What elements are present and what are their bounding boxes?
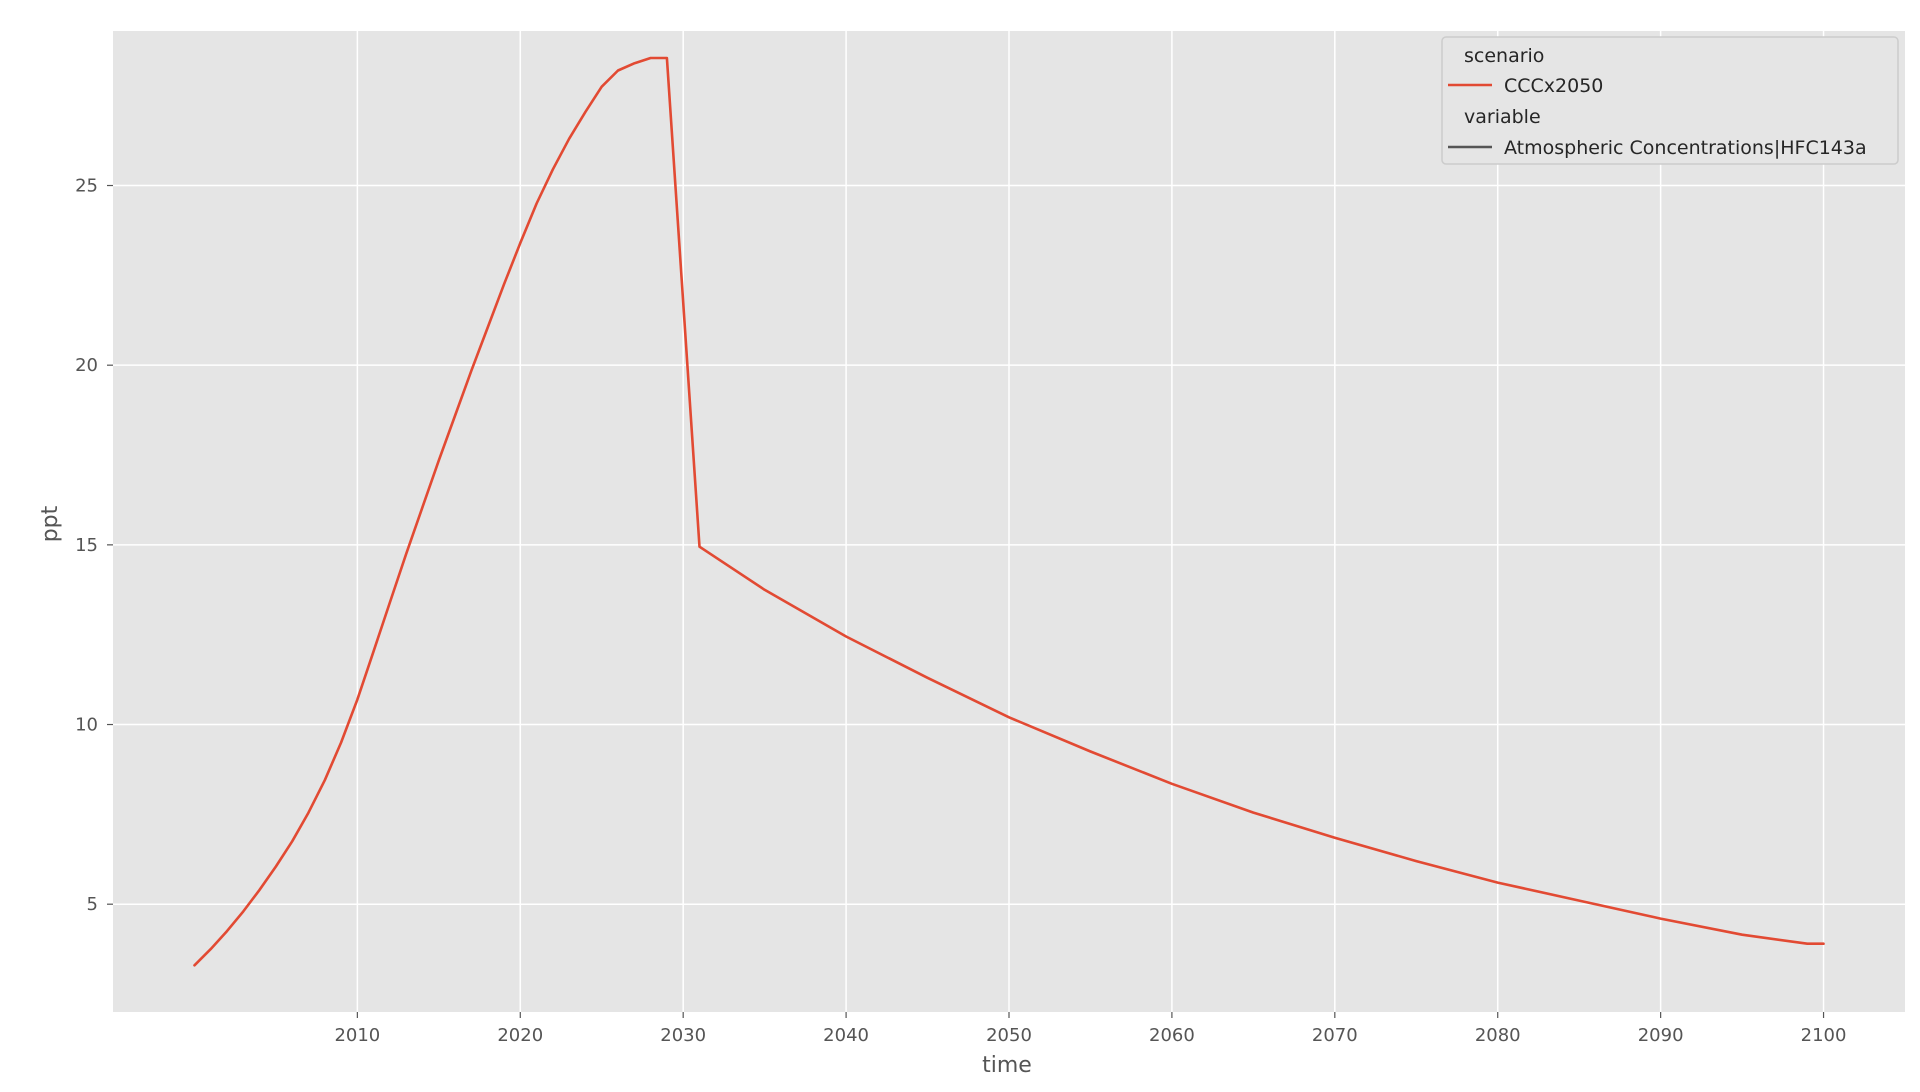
x-tick-label-4: 2050	[986, 1025, 1032, 1046]
series-layer	[193, 56, 1825, 967]
legend: scenario CCCx2050 variable Atmospheric C…	[1441, 36, 1899, 165]
x-tick-label-7: 2080	[1475, 1025, 1521, 1046]
x-tick-label-9: 2100	[1801, 1025, 1847, 1046]
x-axis-label: time	[982, 1053, 1032, 1078]
x-tick-label-6: 2070	[1312, 1025, 1358, 1046]
x-tick-label-2: 2030	[660, 1025, 706, 1046]
y-tick-label-1: 10	[75, 715, 98, 736]
x-tick-label-3: 2040	[823, 1025, 869, 1046]
y-tick-label-2: 15	[75, 535, 98, 556]
grid-lines	[113, 31, 1905, 1012]
x-tick-label-1: 2020	[497, 1025, 543, 1046]
tick-labels: 2010 2020 2030 2040 2050 2060 2070 2080 2090 2100…	[75, 176, 1846, 1046]
y-tick-label-4: 25	[75, 176, 98, 197]
y-axis-label: ppt	[38, 505, 63, 542]
legend-box	[1441, 36, 1899, 165]
x-tick-label-5: 2060	[1149, 1025, 1195, 1046]
legend-scenario-title: scenario	[1464, 45, 1544, 67]
series-line-0	[193, 56, 1825, 967]
y-tick-label-3: 20	[75, 355, 98, 376]
legend-variable-title: variable	[1464, 106, 1541, 128]
legend-variable-entry: Atmospheric Concentrations|HFC143a	[1504, 137, 1867, 159]
legend-scenario-entry: CCCx2050	[1504, 75, 1603, 97]
y-tick-label-0: 5	[87, 894, 98, 915]
x-tick-label-0: 2010	[334, 1025, 380, 1046]
x-tick-label-8: 2090	[1638, 1025, 1684, 1046]
